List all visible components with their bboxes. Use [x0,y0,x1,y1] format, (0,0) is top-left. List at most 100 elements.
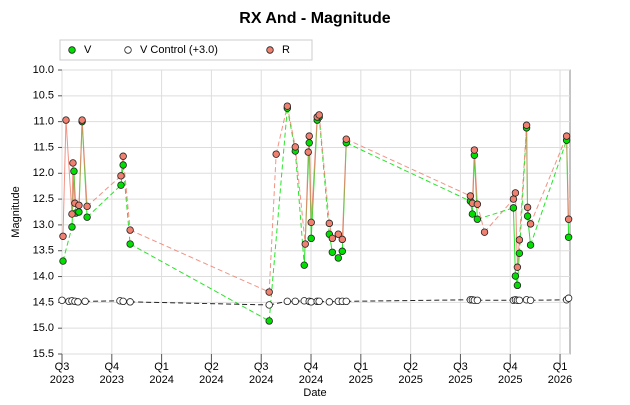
data-point [473,296,482,304]
data-point [342,135,350,143]
series-line [518,125,528,240]
x-tick-label: Q4 2025 [498,361,522,386]
series-line [286,106,296,148]
data-point [117,172,125,180]
data-point [342,297,350,306]
data-point [75,208,83,216]
series-line [473,150,478,205]
x-tick-label: Q2 2024 [199,361,223,386]
legend-label: V [84,44,92,56]
data-point [59,232,67,240]
data-point [338,247,346,255]
data-point [119,152,127,160]
series-line [318,114,330,224]
data-point [526,296,535,304]
y-axis-label: Magnitude [10,186,22,237]
series-line [275,106,288,155]
series-line [310,116,318,223]
data-point [119,161,127,169]
data-point [564,294,573,302]
data-point [511,272,520,280]
x-tick-label: Q4 2024 [299,361,323,386]
series-line [294,151,305,266]
markers [58,102,573,325]
data-point [515,296,524,304]
data-point [564,215,573,223]
data-point [62,116,70,124]
series-line [65,120,73,215]
data-point [325,298,334,306]
data-point [562,132,571,140]
series-line [318,116,330,235]
data-point [265,288,273,296]
legend-label: R [282,44,290,56]
data-point [265,301,273,309]
series-line [268,154,277,293]
series-line [341,139,347,240]
data-point [301,240,309,248]
y-tick-label: 14.5 [33,296,54,308]
data-point [334,254,343,262]
data-point [283,102,292,110]
data-point [58,296,66,304]
series-line [130,301,270,306]
data-point [473,215,482,223]
data-point [522,121,531,129]
y-tick-label: 10.0 [33,64,54,76]
data-point [291,297,299,306]
data-point [473,200,482,208]
data-point [68,223,76,231]
legend-marker [68,46,76,54]
series-line [566,136,570,220]
legend-marker [124,46,132,54]
y-tick-label: 12.0 [33,167,54,179]
data-point [68,210,76,218]
data-point [272,150,280,158]
legend-marker [266,46,274,54]
data-point [307,218,315,227]
data-point [564,233,573,242]
data-point [126,226,134,234]
series-line [346,299,471,302]
series-line [62,120,67,237]
data-point [126,240,134,248]
data-point [480,228,489,236]
series-line [484,198,514,233]
y-tick-label: 11.5 [33,141,54,153]
data-point [74,298,82,306]
data-point [81,297,89,306]
data-point [265,317,273,325]
x-tick-label: Q1 2025 [349,361,373,386]
data-point [305,139,313,147]
y-tick-label: 14.0 [33,270,54,282]
data-point [526,220,535,228]
series-line [129,243,270,322]
data-point [511,189,520,197]
x-tick-label: Q1 2024 [149,361,173,386]
x-tick-label: Q3 2025 [448,361,472,386]
data-point [304,148,312,156]
data-point [315,297,323,306]
data-point [119,297,127,306]
data-point [300,261,308,269]
x-tick-label: Q3 2024 [249,361,273,386]
series-line [477,207,514,220]
data-point [466,192,475,200]
data-point [307,298,315,306]
legend-box [59,39,313,61]
y-tick-label: 13.5 [33,245,54,257]
plot-area [61,69,571,355]
series-line [476,204,486,233]
y-tick-label: 15.0 [33,322,54,334]
data-point [526,241,535,249]
x-tick-label: Q4 2023 [100,361,124,386]
data-point [523,203,532,212]
data-point [305,132,313,140]
series-line [81,120,88,207]
data-point [69,159,77,167]
data-point [515,249,524,258]
data-point [70,167,78,175]
series-line [122,156,131,231]
